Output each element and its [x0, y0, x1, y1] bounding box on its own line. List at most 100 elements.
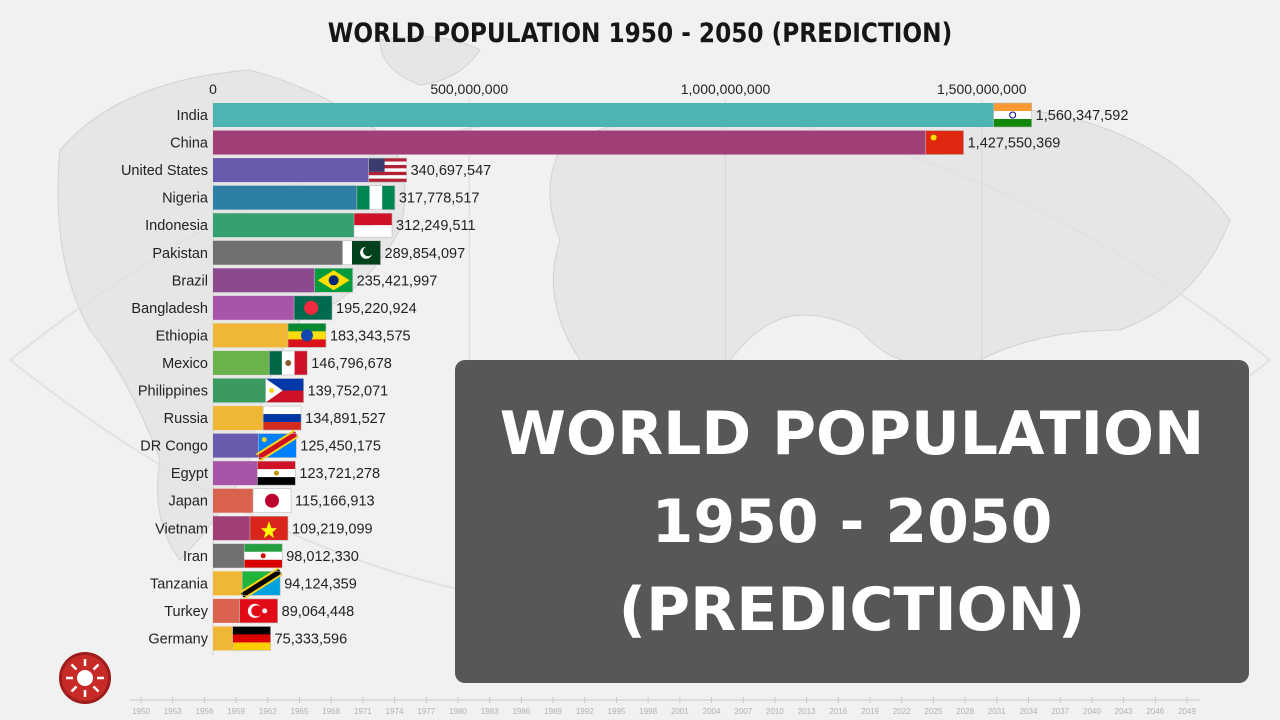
value-label: 125,450,175 — [300, 439, 381, 455]
value-label: 115,166,913 — [295, 494, 375, 510]
flag-icon — [239, 598, 278, 624]
bar-row-vietnam: Vietnam 109,219,099 — [155, 515, 373, 541]
flag-icon — [314, 267, 353, 293]
timeline-axis: 1950 1953 1956 1959 1962 1965 1968 1971 1974 1977… — [130, 697, 1200, 716]
timeline-year-label: 2016 — [829, 707, 847, 716]
bar-row-japan: Japan 115,166,913 — [168, 488, 375, 514]
bar — [213, 268, 334, 293]
flag-icon — [342, 240, 381, 266]
bar-row-egypt: Egypt 123,721,278 — [171, 460, 380, 486]
bar-row-mexico: Mexico 146,796,678 — [162, 350, 392, 376]
bar-row-indonesia: Indonesia 312,249,511 — [145, 212, 476, 238]
timeline-year-label: 1968 — [322, 707, 340, 716]
value-label: 94,124,359 — [284, 576, 357, 592]
value-label: 195,220,924 — [336, 301, 417, 317]
flag-icon — [287, 323, 327, 348]
category-label: Vietnam — [155, 521, 208, 537]
flag-icon — [268, 350, 308, 376]
value-label: 146,796,678 — [311, 356, 392, 372]
category-label: Russia — [164, 411, 209, 427]
timeline-year-label: 2022 — [893, 707, 911, 716]
flag-icon — [255, 429, 299, 462]
bar — [213, 240, 362, 265]
bar-row-dr-congo: DR Congo 125,450,175 — [140, 429, 381, 462]
timeline-year-label: 1989 — [544, 707, 562, 716]
bar-row-turkey: Turkey 89,064,448 — [164, 598, 355, 624]
value-label: 123,721,278 — [299, 466, 380, 482]
value-label: 75,333,596 — [275, 631, 348, 647]
x-tick-label: 1,500,000,000 — [937, 81, 1027, 97]
bar-row-pakistan: Pakistan 289,854,097 — [152, 240, 466, 266]
timeline-year-label: 2040 — [1083, 707, 1101, 716]
bar-row-india: India 1,560,347,592 — [177, 102, 1128, 128]
category-label: India — [177, 108, 209, 124]
value-label: 134,891,527 — [305, 411, 386, 427]
timeline-year-label: 2001 — [671, 707, 689, 716]
value-label: 235,421,997 — [357, 273, 438, 289]
timeline-year-label: 1950 — [132, 707, 150, 716]
x-tick-label: 1,000,000,000 — [681, 81, 771, 97]
timeline-year-label: 1956 — [195, 707, 213, 716]
timeline-year-label: 2049 — [1178, 707, 1196, 716]
timeline-year-label: 1986 — [512, 707, 530, 716]
value-label: 89,064,448 — [282, 604, 355, 620]
value-label: 340,697,547 — [411, 163, 492, 179]
bar — [213, 130, 945, 155]
timeline-year-label: 2025 — [925, 707, 943, 716]
value-label: 312,249,511 — [396, 218, 476, 234]
value-label: 98,012,330 — [286, 549, 359, 565]
flag-icon — [243, 543, 283, 569]
category-label: Indonesia — [145, 218, 209, 234]
bar-row-bangladesh: Bangladesh 195,220,924 — [131, 295, 417, 321]
category-label: Egypt — [171, 466, 208, 482]
flag-icon — [993, 102, 1032, 128]
timeline-year-label: 1974 — [386, 707, 404, 716]
flag-icon — [925, 130, 964, 155]
category-label: Pakistan — [152, 246, 208, 262]
category-label: Mexico — [162, 356, 208, 372]
timeline-year-label: 2010 — [766, 707, 784, 716]
sun-logo-icon — [59, 652, 111, 704]
flag-icon — [262, 405, 302, 431]
category-label: Nigeria — [162, 191, 209, 207]
timeline-year-label: 2037 — [1051, 707, 1069, 716]
x-tick-label: 500,000,000 — [430, 81, 508, 97]
timeline-year-label: 2013 — [798, 707, 816, 716]
timeline-year-label: 2034 — [1020, 707, 1038, 716]
title-overlay-card: WORLD POPULATION 1950 - 2050 (PREDICTION… — [455, 360, 1249, 683]
bar — [213, 213, 374, 238]
bar-row-nigeria: Nigeria 317,778,517 — [162, 185, 480, 210]
bar-row-china: China 1,427,550,369 — [170, 130, 1061, 155]
flag-icon — [265, 378, 304, 403]
category-label: Turkey — [164, 604, 209, 620]
value-label: 289,854,097 — [385, 246, 466, 262]
timeline-year-label: 2007 — [734, 707, 752, 716]
timeline-year-label: 1965 — [291, 707, 309, 716]
x-axis-ticks: 0 500,000,000 1,000,000,000 1,500,000,000 — [209, 81, 1027, 97]
timeline-year-label: 1983 — [481, 707, 499, 716]
x-tick-label: 0 — [209, 81, 217, 97]
bar-row-russia: Russia 134,891,527 — [164, 405, 386, 431]
category-label: Germany — [148, 631, 208, 647]
bars-group: India 1,560,347,592 China 1,427,550,369 Unit… — [121, 102, 1128, 651]
timeline-year-label: 1977 — [417, 707, 435, 716]
timeline-year-label: 1980 — [449, 707, 467, 716]
flag-icon — [239, 567, 283, 600]
bar-row-iran: Iran 98,012,330 — [183, 543, 359, 569]
flag-icon — [257, 460, 296, 486]
bar-row-brazil: Brazil 235,421,997 — [172, 267, 438, 293]
bar-row-germany: Germany 75,333,596 — [148, 626, 348, 651]
flag-icon — [293, 295, 333, 321]
category-label: China — [170, 136, 209, 152]
bar-row-united-states: United States 340,697,547 — [121, 157, 492, 183]
bar — [213, 158, 388, 183]
value-label: 1,427,550,369 — [968, 136, 1061, 152]
category-label: Japan — [168, 494, 208, 510]
category-label: Iran — [183, 549, 208, 565]
timeline-year-label: 1953 — [164, 707, 182, 716]
flag-icon — [368, 157, 407, 183]
chart-title: WORLD POPULATION 1950 - 2050 (PREDICTION… — [327, 18, 953, 49]
flag-icon — [252, 488, 292, 514]
timeline-year-label: 1995 — [608, 707, 626, 716]
value-label: 183,343,575 — [330, 328, 411, 344]
